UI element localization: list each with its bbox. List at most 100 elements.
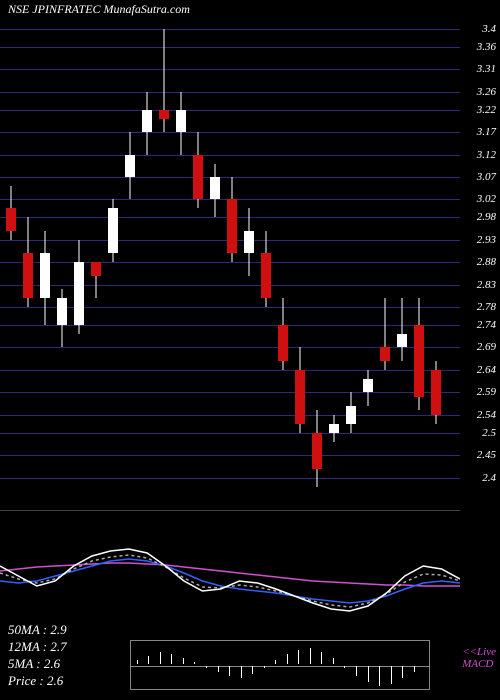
y-tick-label: 2.64 xyxy=(477,364,496,376)
histogram-bar xyxy=(333,658,334,664)
histogram-bar xyxy=(218,666,219,672)
histogram-bar xyxy=(194,662,195,664)
histogram-bar xyxy=(298,650,299,664)
gridline xyxy=(0,370,460,371)
gridline xyxy=(0,415,460,416)
gridline xyxy=(0,132,460,133)
histogram-bar xyxy=(171,654,172,664)
histogram-bar xyxy=(414,666,415,672)
candle-body xyxy=(210,177,220,199)
y-tick-label: 2.45 xyxy=(477,449,496,461)
y-tick-label: 2.5 xyxy=(482,427,496,439)
histogram-bar xyxy=(160,652,161,664)
y-tick-label: 2.88 xyxy=(477,256,496,268)
candle-body xyxy=(125,155,135,177)
y-tick-label: 3.07 xyxy=(477,171,496,183)
y-tick-label: 2.98 xyxy=(477,211,496,223)
gridline xyxy=(0,285,460,286)
histogram-bar xyxy=(275,660,276,664)
gridline xyxy=(0,29,460,30)
live-label-1: <<Live xyxy=(462,646,496,658)
candle-body xyxy=(159,110,169,119)
candle-body xyxy=(227,199,237,253)
histogram-bar xyxy=(264,666,265,668)
gridline xyxy=(0,47,460,48)
macd-line xyxy=(0,549,460,611)
y-tick-label: 3.22 xyxy=(477,104,496,116)
candle-body xyxy=(380,347,390,360)
price-chart xyxy=(0,20,460,500)
histogram-bar xyxy=(183,658,184,664)
y-tick-label: 2.83 xyxy=(477,279,496,291)
candle-wick xyxy=(402,298,403,361)
y-tick-label: 3.12 xyxy=(477,149,496,161)
histogram-bar xyxy=(229,666,230,676)
candle-body xyxy=(278,325,288,361)
gridline xyxy=(0,347,460,348)
gridline xyxy=(0,478,460,479)
histogram-bar xyxy=(368,666,369,682)
gridline xyxy=(0,392,460,393)
y-tick-label: 3.26 xyxy=(477,86,496,98)
candle-body xyxy=(176,110,186,132)
y-axis: 3.43.363.313.263.223.173.123.073.022.982… xyxy=(460,20,500,500)
histogram-bar xyxy=(391,666,392,684)
gridline xyxy=(0,433,460,434)
y-tick-label: 2.93 xyxy=(477,234,496,246)
gridline xyxy=(0,177,460,178)
histogram-bar xyxy=(241,666,242,678)
macd-svg xyxy=(0,511,460,631)
candle-body xyxy=(312,433,322,469)
macd-line xyxy=(0,555,460,607)
candle-body xyxy=(23,253,33,298)
y-tick-label: 3.4 xyxy=(482,23,496,35)
gridline xyxy=(0,455,460,456)
histogram-bar xyxy=(252,666,253,674)
histogram-bar xyxy=(310,648,311,664)
ma12-label: 12MA : 2.7 xyxy=(8,639,67,656)
macd-panel xyxy=(0,510,460,630)
candle-body xyxy=(329,424,339,433)
histogram-bar xyxy=(206,666,207,668)
candle-body xyxy=(363,379,373,392)
live-label-2: MACD xyxy=(462,658,496,670)
candle-body xyxy=(431,370,441,415)
candle-body xyxy=(346,406,356,424)
candle-body xyxy=(91,262,101,275)
histogram-bar xyxy=(287,654,288,664)
ma5-label: 5MA : 2.6 xyxy=(8,656,67,673)
y-tick-label: 3.02 xyxy=(477,193,496,205)
y-tick-label: 2.59 xyxy=(477,386,496,398)
gridline xyxy=(0,155,460,156)
y-tick-label: 3.36 xyxy=(477,41,496,53)
gridline xyxy=(0,69,460,70)
candle-body xyxy=(295,370,305,424)
candle-body xyxy=(414,325,424,397)
live-macd-label: <<Live MACD xyxy=(462,646,496,670)
histogram-bar xyxy=(402,666,403,678)
stats-box: 50MA : 2.9 12MA : 2.7 5MA : 2.6 Price : … xyxy=(8,622,67,690)
gridline xyxy=(0,262,460,263)
candle-body xyxy=(74,262,84,325)
candle-body xyxy=(108,208,118,253)
y-tick-label: 2.78 xyxy=(477,301,496,313)
y-tick-label: 3.17 xyxy=(477,126,496,138)
price-label: Price : 2.6 xyxy=(8,673,67,690)
histogram-bar xyxy=(321,652,322,664)
histogram-box xyxy=(130,640,430,690)
histogram-bar xyxy=(137,660,138,664)
chart-container: NSE JPINFRATEC MunafaSutra.com 3.43.363.… xyxy=(0,0,500,700)
gridline xyxy=(0,325,460,326)
candle-body xyxy=(142,110,152,132)
gridline xyxy=(0,110,460,111)
histogram-bar xyxy=(379,666,380,686)
candle-body xyxy=(193,155,203,200)
candle-body xyxy=(57,298,67,325)
gridline xyxy=(0,307,460,308)
candle-body xyxy=(244,231,254,253)
histogram-bar xyxy=(356,666,357,676)
histogram-bar xyxy=(344,666,345,668)
candle-body xyxy=(397,334,407,347)
ma50-label: 50MA : 2.9 xyxy=(8,622,67,639)
candle-body xyxy=(261,253,271,298)
